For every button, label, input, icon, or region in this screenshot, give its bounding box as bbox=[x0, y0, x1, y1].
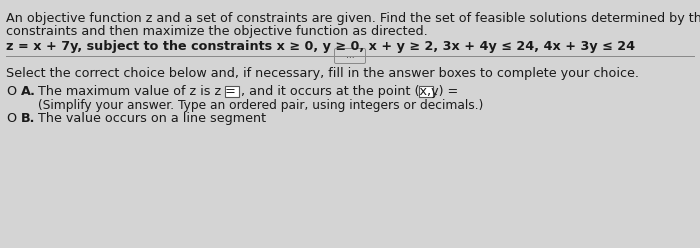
Text: B.: B. bbox=[21, 112, 36, 125]
FancyBboxPatch shape bbox=[335, 49, 365, 63]
Text: O: O bbox=[6, 85, 16, 98]
Text: A.: A. bbox=[21, 85, 36, 98]
Text: , and it occurs at the point (x,y) =: , and it occurs at the point (x,y) = bbox=[241, 85, 458, 98]
Bar bbox=[419, 86, 433, 97]
Text: The value occurs on a line segment: The value occurs on a line segment bbox=[38, 112, 266, 125]
Text: The maximum value of z is z =: The maximum value of z is z = bbox=[38, 85, 236, 98]
Text: Select the correct choice below and, if necessary, fill in the answer boxes to c: Select the correct choice below and, if … bbox=[6, 67, 639, 80]
Text: O: O bbox=[6, 112, 16, 125]
Text: (Simplify your answer. Type an ordered pair, using integers or decimals.): (Simplify your answer. Type an ordered p… bbox=[38, 99, 484, 112]
Text: z = x + 7y, subject to the constraints x ≥ 0, y ≥ 0, x + y ≥ 2, 3x + 4y ≤ 24, 4x: z = x + 7y, subject to the constraints x… bbox=[6, 40, 635, 53]
Text: ...: ... bbox=[346, 52, 354, 61]
Text: constraints and then maximize the objective function as directed.: constraints and then maximize the object… bbox=[6, 25, 428, 38]
Bar bbox=[225, 86, 239, 97]
Text: An objective function z and a set of constraints are given. Find the set of feas: An objective function z and a set of con… bbox=[6, 12, 700, 25]
Text: .: . bbox=[434, 85, 438, 98]
